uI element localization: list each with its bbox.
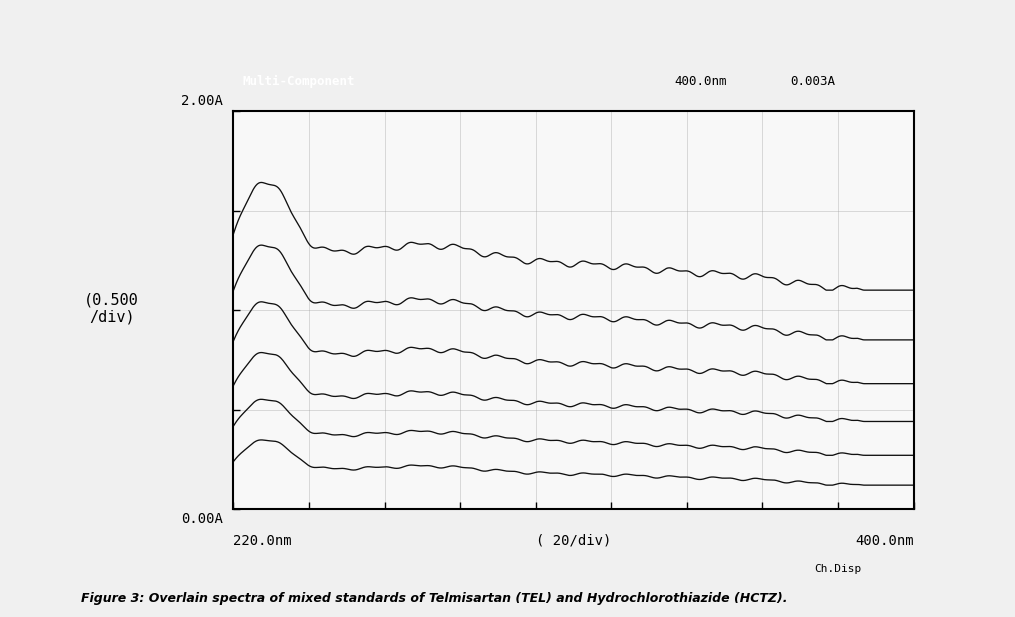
Text: Multi-Component: Multi-Component (243, 75, 354, 88)
Text: 400.0nm: 400.0nm (675, 75, 727, 88)
Text: 0.003A: 0.003A (790, 75, 835, 88)
Text: 2.00A: 2.00A (182, 94, 223, 108)
Text: 220.0nm: 220.0nm (233, 534, 292, 548)
Text: (0.500
/div): (0.500 /div) (84, 292, 139, 325)
Text: 0.00A: 0.00A (182, 512, 223, 526)
Text: 400.0nm: 400.0nm (855, 534, 914, 548)
Text: Ch.Disp: Ch.Disp (814, 564, 861, 574)
Text: Figure 3: Overlain spectra of mixed standards of Telmisartan (TEL) and Hydrochlo: Figure 3: Overlain spectra of mixed stan… (81, 592, 788, 605)
Text: ( 20/div): ( 20/div) (536, 534, 611, 548)
